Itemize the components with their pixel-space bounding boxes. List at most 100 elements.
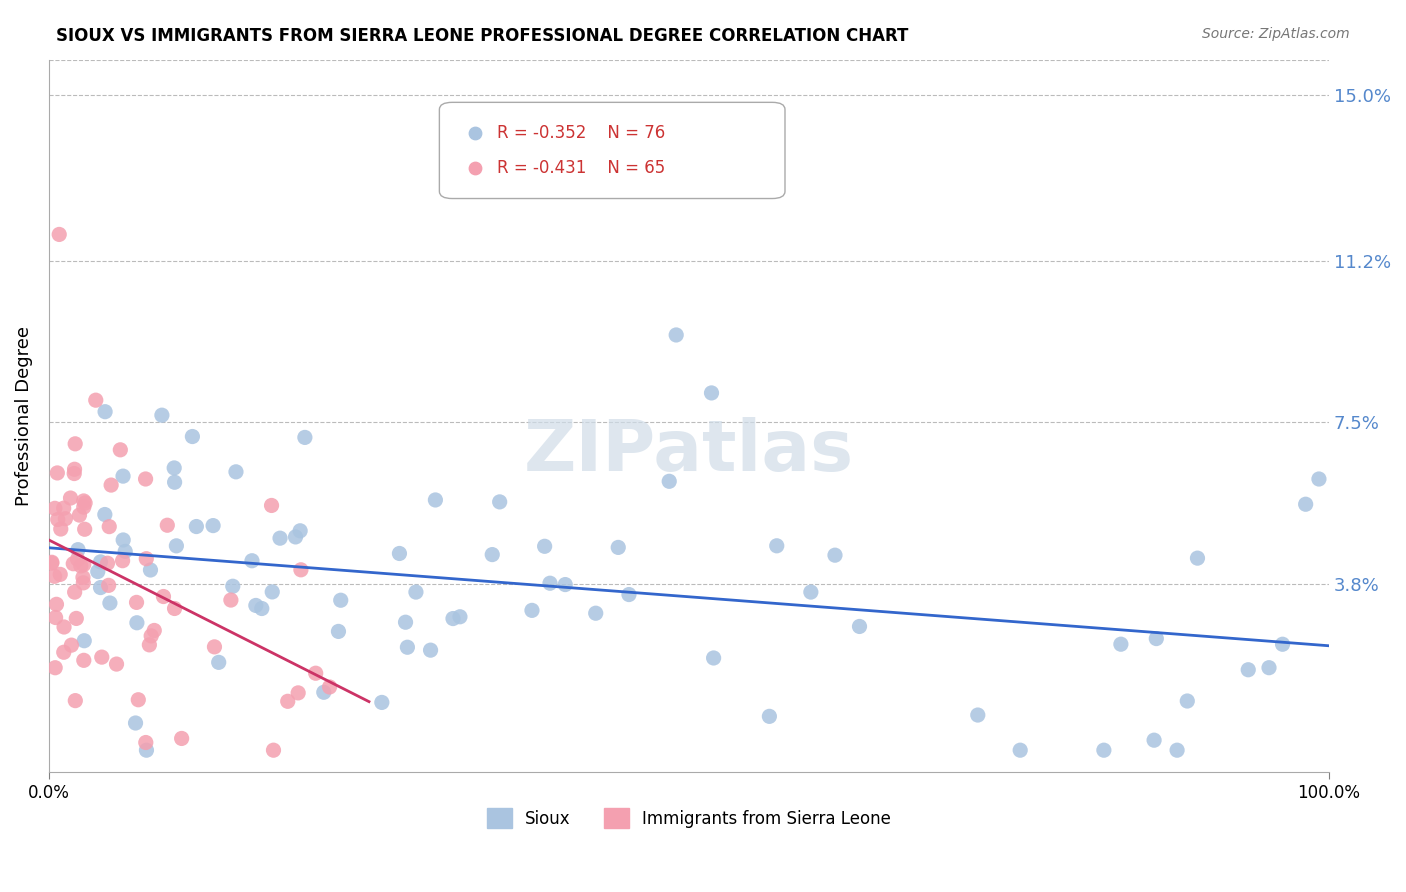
Point <box>222 579 245 593</box>
Point <box>287 686 309 700</box>
Point <box>150 408 173 422</box>
Point <box>73 522 96 536</box>
Point <box>425 492 447 507</box>
Point <box>125 615 148 630</box>
Point <box>538 576 561 591</box>
Point <box>141 629 163 643</box>
Point <box>665 328 688 343</box>
Point <box>388 546 411 560</box>
Point <box>112 533 135 547</box>
Point <box>65 693 87 707</box>
Point <box>1187 551 1209 566</box>
Point <box>165 539 187 553</box>
Point <box>481 548 503 562</box>
Point <box>277 694 299 708</box>
Point <box>585 606 607 620</box>
Point <box>966 708 988 723</box>
Point <box>44 569 66 583</box>
Point <box>98 519 121 533</box>
Point <box>1295 497 1317 511</box>
Point <box>110 442 132 457</box>
Point <box>318 680 340 694</box>
Point <box>263 743 285 757</box>
Point <box>44 661 66 675</box>
Point <box>112 469 135 483</box>
Point <box>186 519 208 533</box>
Point <box>405 585 427 599</box>
Point <box>658 475 681 489</box>
Point <box>111 554 134 568</box>
Point <box>73 500 96 515</box>
Point <box>800 585 823 599</box>
Point <box>1109 637 1132 651</box>
Point <box>181 429 204 443</box>
Point <box>329 593 352 607</box>
Point <box>87 565 110 579</box>
Point <box>219 593 242 607</box>
Point <box>98 596 121 610</box>
Point <box>824 548 846 562</box>
Point <box>163 601 186 615</box>
Point <box>848 619 870 633</box>
Point <box>44 501 66 516</box>
Point <box>700 386 723 401</box>
Point <box>72 575 94 590</box>
Point <box>250 601 273 615</box>
Point <box>488 495 510 509</box>
Point <box>163 475 186 490</box>
Point <box>288 524 311 538</box>
Point <box>1258 661 1281 675</box>
Point <box>1166 743 1188 757</box>
Point <box>73 633 96 648</box>
Point <box>262 585 284 599</box>
Point <box>94 405 117 419</box>
Point <box>41 556 63 570</box>
Point <box>260 499 283 513</box>
Point <box>328 624 350 639</box>
Point <box>75 496 97 510</box>
Point <box>105 657 128 671</box>
Point <box>152 590 174 604</box>
Point <box>269 531 291 545</box>
Point <box>124 716 146 731</box>
Point <box>69 508 91 522</box>
Point <box>49 522 72 536</box>
Point <box>135 551 157 566</box>
Point <box>284 530 307 544</box>
Point <box>62 557 84 571</box>
Point <box>1143 733 1166 747</box>
Point <box>49 567 72 582</box>
Point <box>48 227 70 242</box>
Point <box>1271 637 1294 651</box>
Text: R = -0.431    N = 65: R = -0.431 N = 65 <box>496 159 665 177</box>
Point <box>45 610 67 624</box>
Text: ZIPatlas: ZIPatlas <box>524 417 853 486</box>
Text: R = -0.352    N = 76: R = -0.352 N = 76 <box>496 124 665 142</box>
Point <box>163 461 186 475</box>
Point <box>1308 472 1330 486</box>
Point <box>208 656 231 670</box>
Point <box>143 624 166 638</box>
Point <box>1175 694 1198 708</box>
Text: Source: ZipAtlas.com: Source: ZipAtlas.com <box>1202 27 1350 41</box>
Point <box>90 555 112 569</box>
Point <box>419 643 441 657</box>
Point <box>69 558 91 573</box>
Point <box>240 554 263 568</box>
Point <box>73 653 96 667</box>
Point <box>96 556 118 570</box>
Point <box>758 709 780 723</box>
Point <box>63 585 86 599</box>
Point <box>65 611 87 625</box>
Point <box>1092 743 1115 757</box>
Point <box>245 599 267 613</box>
Point <box>312 685 335 699</box>
Point <box>135 472 157 486</box>
Point <box>53 620 76 634</box>
Point <box>135 735 157 749</box>
Point <box>73 558 96 572</box>
Point <box>63 462 86 476</box>
Point <box>52 501 75 516</box>
Point <box>90 581 112 595</box>
Point <box>59 491 82 505</box>
